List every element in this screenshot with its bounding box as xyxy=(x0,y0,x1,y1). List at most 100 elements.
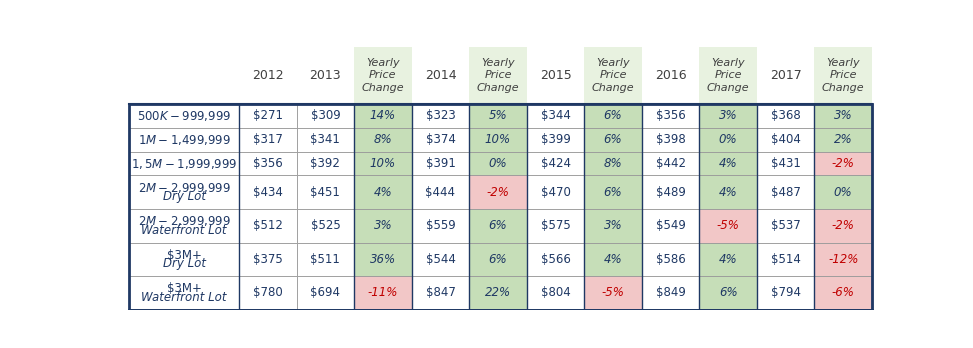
Text: $514: $514 xyxy=(771,253,801,266)
Bar xyxy=(297,104,354,128)
Text: $525: $525 xyxy=(310,219,341,232)
Text: $500K-$999,999: $500K-$999,999 xyxy=(137,109,232,122)
Bar xyxy=(129,104,239,128)
Bar xyxy=(297,276,354,310)
Bar xyxy=(469,175,526,209)
Text: $404: $404 xyxy=(771,133,801,146)
Text: -5%: -5% xyxy=(601,286,625,299)
Text: $849: $849 xyxy=(656,286,686,299)
Bar xyxy=(239,175,297,209)
Bar xyxy=(526,104,584,128)
Text: $309: $309 xyxy=(310,109,341,122)
Bar xyxy=(757,175,814,209)
Bar xyxy=(814,209,872,243)
Text: $3M+: $3M+ xyxy=(166,248,201,261)
Bar xyxy=(814,276,872,310)
Bar xyxy=(526,276,584,310)
Bar xyxy=(526,209,584,243)
Text: $399: $399 xyxy=(541,133,570,146)
Text: $424: $424 xyxy=(541,157,570,170)
Text: $575: $575 xyxy=(541,219,570,232)
Text: $2M - $2,999,999: $2M - $2,999,999 xyxy=(137,214,231,229)
Text: 5%: 5% xyxy=(488,109,507,122)
Text: 10%: 10% xyxy=(370,157,396,170)
Text: -12%: -12% xyxy=(828,253,858,266)
Bar xyxy=(584,209,642,243)
Bar xyxy=(129,104,872,310)
Bar xyxy=(469,47,526,104)
Bar xyxy=(129,209,239,243)
Bar xyxy=(297,209,354,243)
Bar xyxy=(412,151,469,175)
Text: 4%: 4% xyxy=(719,253,738,266)
Text: 14%: 14% xyxy=(370,109,396,122)
Bar xyxy=(700,209,757,243)
Text: $804: $804 xyxy=(541,286,570,299)
Bar xyxy=(239,151,297,175)
Text: $566: $566 xyxy=(541,253,570,266)
Text: 3%: 3% xyxy=(374,219,392,232)
Bar xyxy=(239,128,297,151)
Bar xyxy=(642,47,700,104)
Text: $398: $398 xyxy=(656,133,685,146)
Text: 4%: 4% xyxy=(719,157,738,170)
Bar xyxy=(584,175,642,209)
Text: $391: $391 xyxy=(425,157,455,170)
Bar xyxy=(642,151,700,175)
Text: 4%: 4% xyxy=(603,253,623,266)
Bar xyxy=(129,128,239,151)
Text: 6%: 6% xyxy=(719,286,738,299)
Bar xyxy=(757,104,814,128)
Bar xyxy=(757,243,814,276)
Text: 2015: 2015 xyxy=(540,69,571,82)
Text: $794: $794 xyxy=(771,286,801,299)
Text: -6%: -6% xyxy=(832,286,854,299)
Bar xyxy=(700,47,757,104)
Text: $470: $470 xyxy=(541,186,570,199)
Bar xyxy=(814,47,872,104)
Bar xyxy=(469,128,526,151)
Text: 3%: 3% xyxy=(603,219,623,232)
Bar xyxy=(354,175,412,209)
Text: $1,5M - $1,999,999: $1,5M - $1,999,999 xyxy=(131,157,237,171)
Bar xyxy=(584,128,642,151)
Bar xyxy=(642,175,700,209)
Bar xyxy=(584,104,642,128)
Text: 2014: 2014 xyxy=(424,69,456,82)
Bar xyxy=(412,243,469,276)
Bar xyxy=(354,276,412,310)
Bar xyxy=(239,104,297,128)
Bar xyxy=(129,276,239,310)
Text: $317: $317 xyxy=(253,133,283,146)
Bar xyxy=(814,243,872,276)
Text: 2013: 2013 xyxy=(309,69,342,82)
Text: $375: $375 xyxy=(253,253,283,266)
Text: $511: $511 xyxy=(310,253,341,266)
Text: Yearly
Price
Change: Yearly Price Change xyxy=(706,58,749,93)
Text: $451: $451 xyxy=(310,186,341,199)
Text: $323: $323 xyxy=(425,109,455,122)
Bar xyxy=(584,276,642,310)
Bar xyxy=(814,175,872,209)
Text: $368: $368 xyxy=(771,109,801,122)
Bar xyxy=(757,47,814,104)
Bar xyxy=(757,151,814,175)
Text: 8%: 8% xyxy=(603,157,623,170)
Bar xyxy=(526,175,584,209)
Text: $694: $694 xyxy=(310,286,341,299)
Text: 10%: 10% xyxy=(485,133,511,146)
Bar xyxy=(642,104,700,128)
Bar xyxy=(642,243,700,276)
Bar xyxy=(700,128,757,151)
Bar xyxy=(526,243,584,276)
Bar xyxy=(354,151,412,175)
Bar xyxy=(297,151,354,175)
Bar xyxy=(354,243,412,276)
Text: $392: $392 xyxy=(310,157,341,170)
Text: $549: $549 xyxy=(656,219,686,232)
Text: Waterfront Lot: Waterfront Lot xyxy=(141,224,227,237)
Text: 6%: 6% xyxy=(603,133,623,146)
Text: $444: $444 xyxy=(425,186,455,199)
Bar xyxy=(239,276,297,310)
Text: 8%: 8% xyxy=(374,133,392,146)
